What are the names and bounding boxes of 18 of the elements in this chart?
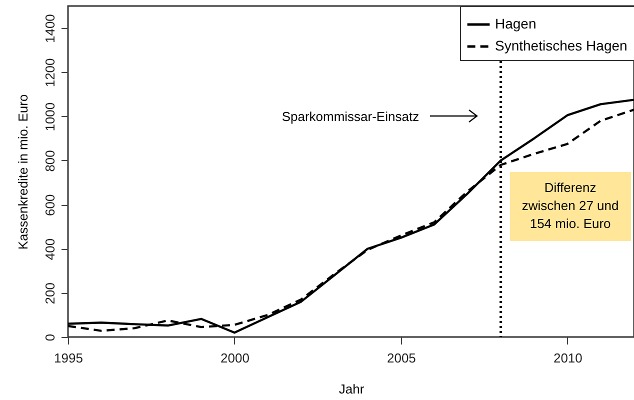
y-tick-label: 0 <box>42 334 58 342</box>
x-tick-label: 1995 <box>54 350 83 366</box>
note-box: Differenz zwischen 27 und 154 mio. Euro <box>510 172 631 241</box>
annotation: Sparkommissar-Einsatz <box>282 108 420 124</box>
y-axis-title: Kassenkredite in mio. Euro <box>16 94 30 250</box>
y-tick-label: 600 <box>42 194 58 216</box>
y-tick-label: 800 <box>42 150 58 172</box>
y-tick-label: 1000 <box>42 102 58 132</box>
y-tick-label: 200 <box>42 282 58 304</box>
x-tick-label: 2010 <box>553 350 582 366</box>
y-tick-label: 400 <box>42 238 58 260</box>
x-axis-title: Jahr <box>338 382 365 396</box>
y-tick-label: 1400 <box>42 14 58 44</box>
x-tick-label: 2000 <box>220 350 250 366</box>
x-tick-label: 2005 <box>386 350 416 366</box>
legend-label: Hagen <box>495 16 536 32</box>
y-tick-label: 1200 <box>42 58 58 88</box>
legend-label: Synthetisches Hagen <box>495 38 628 54</box>
